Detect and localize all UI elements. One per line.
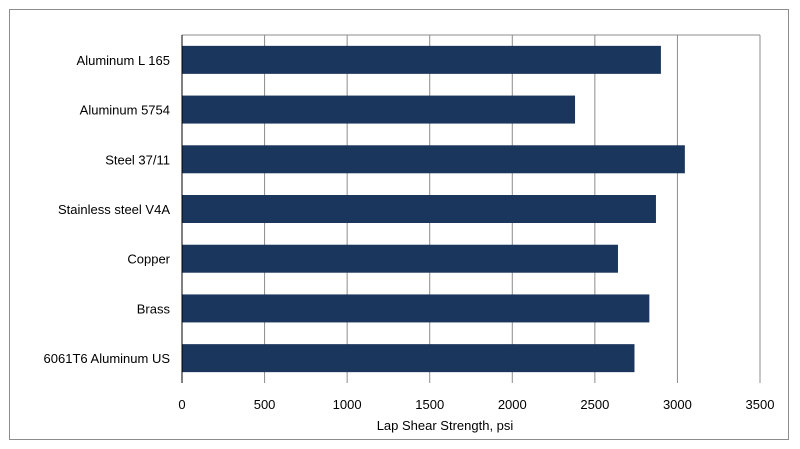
x-tick-label: 2500 (580, 397, 609, 412)
bar (182, 294, 650, 323)
x-tick-label: 0 (178, 397, 185, 412)
bar (182, 344, 635, 373)
bar (182, 195, 656, 223)
x-tick-label: 500 (254, 397, 276, 412)
x-axis-title: Lap Shear Strength, psi (377, 418, 514, 433)
x-tick-labels: 0 500 1000 1500 2000 2500 3000 3500 (178, 397, 774, 412)
x-tick-label: 3500 (746, 397, 775, 412)
category-label: 6061T6 Aluminum US (44, 351, 171, 366)
bar (182, 244, 618, 273)
x-tick-label: 3000 (663, 397, 692, 412)
category-label: Aluminum 5754 (80, 103, 170, 118)
x-tick-label: 2000 (498, 397, 527, 412)
x-tick-label: 1500 (415, 397, 444, 412)
chart-frame (9, 9, 789, 440)
category-labels: Aluminum L 165 Aluminum 5754 Steel 37/11 St… (44, 53, 171, 366)
bar (182, 145, 685, 174)
category-label: Stainless steel V4A (58, 202, 170, 217)
x-tick-label: 1000 (333, 397, 362, 412)
category-label: Steel 37/11 (105, 152, 170, 167)
bar (182, 95, 576, 124)
category-label: Brass (137, 301, 171, 316)
bar (182, 45, 661, 74)
bars (182, 45, 685, 373)
category-label: Copper (127, 252, 170, 267)
category-label: Aluminum L 165 (77, 53, 170, 68)
